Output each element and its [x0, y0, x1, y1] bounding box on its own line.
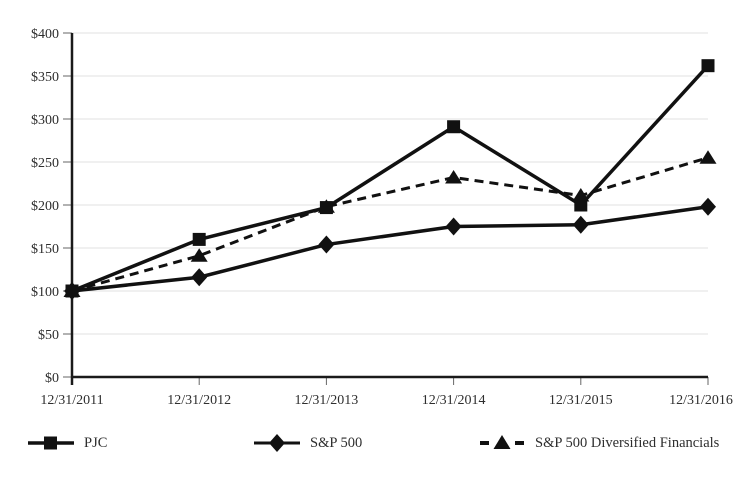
y-axis-label: $400 [31, 27, 59, 42]
legend-label-sp500-diversified-financials: S&P 500 Diversified Financials [535, 434, 720, 451]
y-axis-label: $0 [45, 371, 59, 386]
y-axis-label: $300 [31, 113, 59, 128]
marker-s-p-500-diversified-financials-12-31-2016 [699, 150, 717, 164]
marker-s-p-500-12-31-2012 [191, 268, 208, 287]
marker-pjc-12-31-2015 [574, 198, 588, 212]
sp500-solid-diamond-marker-icon [254, 434, 300, 452]
series-line-s-p-500 [71, 204, 709, 293]
y-axis-label: $150 [31, 242, 59, 257]
marker-pjc-12-31-2011 [65, 284, 79, 298]
pjc-solid-square-marker-icon [28, 436, 74, 450]
chart-legend: PJC S&P 500 S&P 500 Diversified Financia… [0, 430, 740, 460]
y-axis-label: $250 [31, 156, 59, 171]
y-axis-label: $200 [31, 199, 59, 214]
marker-s-p-500-12-31-2014 [445, 217, 462, 236]
marker-pjc-12-31-2013 [319, 201, 333, 215]
marker-s-p-500-12-31-2016 [700, 197, 716, 216]
marker-s-p-500-diversified-financials-12-31-2014 [445, 169, 463, 184]
marker-s-p-500-12-31-2013 [318, 235, 335, 254]
x-axis-label: 12/31/2016 [669, 393, 733, 408]
x-axis-label: 12/31/2011 [40, 393, 103, 408]
y-axis-label: $350 [31, 70, 59, 85]
marker-pjc-12-31-2014 [447, 120, 461, 134]
y-axis-label: $100 [31, 285, 59, 300]
legend-label-sp500: S&P 500 [310, 434, 363, 451]
marker-pjc-12-31-2012 [192, 232, 206, 246]
x-axis-label: 12/31/2012 [167, 393, 231, 408]
series-line-pjc [71, 64, 710, 293]
series-line-s-p-500-diversified-financials [71, 156, 709, 293]
y-axis-label: $50 [38, 328, 59, 343]
legend-label-pjc: PJC [84, 434, 108, 451]
legend-item-sp500-diversified-financials: S&P 500 Diversified Financials [478, 432, 719, 454]
sp500-diversified-financials-dashed-triangle-marker-icon [480, 435, 524, 449]
performance-chart-plot: $0 $50 $100 $150 $200 $250 $300 $350 $400 12/31/2… [31, 27, 733, 408]
legend-item-sp500: S&P 500 [253, 432, 362, 454]
x-axis-label: 12/31/2015 [549, 393, 613, 408]
marker-pjc-12-31-2016 [701, 59, 715, 73]
marker-s-p-500-diversified-financials-12-31-2012 [190, 248, 208, 262]
marker-s-p-500-12-31-2015 [572, 215, 589, 234]
legend-item-pjc: PJC [27, 432, 107, 454]
x-axis-label: 12/31/2014 [422, 393, 486, 408]
x-axis-label: 12/31/2013 [295, 393, 359, 408]
